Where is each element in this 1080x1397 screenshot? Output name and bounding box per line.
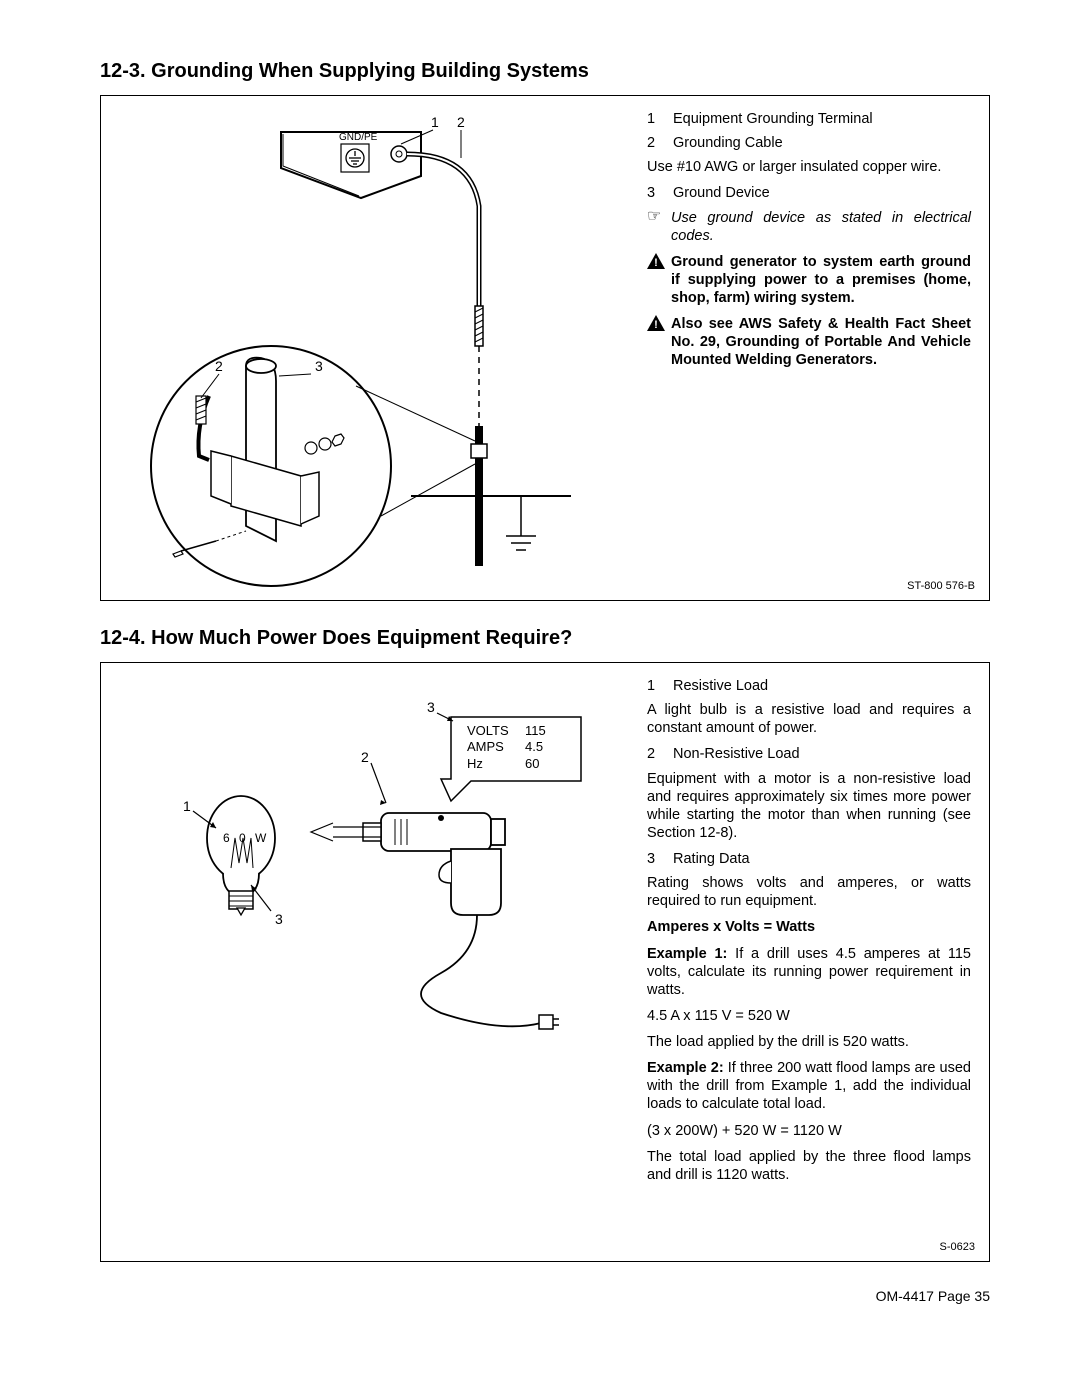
- panel-12-3: GND/PE 1 2 2 3 1 Equipment Grounding Ter…: [100, 95, 990, 601]
- info-note: ☞ Use ground device as stated in electri…: [647, 209, 971, 245]
- formula: Amperes x Volts = Watts: [647, 918, 971, 936]
- resistive-desc: A light bulb is a resistive load and req…: [647, 701, 971, 737]
- gnd-pe-label: GND/PE: [339, 132, 371, 143]
- bulb-wattage: 6 0 W: [223, 831, 269, 845]
- warning-icon: !: [647, 253, 671, 269]
- panel-12-4: 1 3 2 3 6 0 W VOLTS115 AMPS4.5 Hz60 1 Re…: [100, 662, 990, 1262]
- hand-point-icon: ☞: [647, 209, 671, 225]
- example-2-result: The total load applied by the three floo…: [647, 1148, 971, 1184]
- figure-code-2: S-0623: [940, 1241, 975, 1253]
- section-12-4-title: 12-4. How Much Power Does Equipment Requ…: [100, 627, 990, 650]
- nonresistive-desc: Equipment with a motor is a non-resistiv…: [647, 770, 971, 843]
- grounding-diagram-svg: [101, 96, 641, 602]
- legend-item: 1 Equipment Grounding Terminal: [647, 110, 971, 128]
- callout-2: 2: [457, 114, 465, 130]
- svg-text:!: !: [654, 257, 658, 269]
- callout-p2: 2: [361, 749, 369, 765]
- callout-1: 1: [431, 114, 439, 130]
- section-12-3-title: 12-3. Grounding When Supplying Building …: [100, 60, 990, 83]
- legend-item: 3 Rating Data: [647, 850, 971, 868]
- legend-item: 1 Resistive Load: [647, 677, 971, 695]
- example-1-calc: 4.5 A x 115 V = 520 W: [647, 1007, 971, 1025]
- rating-data-box: VOLTS115 AMPS4.5 Hz60: [467, 723, 577, 772]
- warning-icon: !: [647, 315, 671, 331]
- example-1-result: The load applied by the drill is 520 wat…: [647, 1033, 971, 1051]
- wire-note: Use #10 AWG or larger insulated copper w…: [647, 158, 971, 176]
- text-12-4: 1 Resistive Load A light bulb is a resis…: [641, 663, 989, 1261]
- text-12-3: 1 Equipment Grounding Terminal 2 Groundi…: [641, 96, 989, 600]
- example-2: Example 2: If three 200 watt flood lamps…: [647, 1059, 971, 1113]
- callout-p3b: 3: [427, 699, 435, 715]
- callout-3: 3: [315, 358, 323, 374]
- diagram-12-4: 1 3 2 3 6 0 W VOLTS115 AMPS4.5 Hz60: [101, 663, 641, 1261]
- warning-2: ! Also see AWS Safety & Health Fact Shee…: [647, 315, 971, 369]
- legend-item: 3 Ground Device: [647, 184, 971, 202]
- rating-desc: Rating shows volts and amperes, or watts…: [647, 874, 971, 910]
- legend-item: 2 Non-Resistive Load: [647, 745, 971, 763]
- callout-p3a: 3: [275, 911, 283, 927]
- callout-2b: 2: [215, 358, 223, 374]
- example-2-calc: (3 x 200W) + 520 W = 1120 W: [647, 1122, 971, 1140]
- page-footer: OM-4417 Page 35: [100, 1288, 990, 1304]
- legend-item: 2 Grounding Cable: [647, 134, 971, 152]
- callout-p1: 1: [183, 798, 191, 814]
- warning-1: ! Ground generator to system earth groun…: [647, 253, 971, 307]
- diagram-12-3: GND/PE 1 2 2 3: [101, 96, 641, 600]
- svg-text:!: !: [654, 319, 658, 331]
- example-1: Example 1: If a drill uses 4.5 amperes a…: [647, 945, 971, 999]
- figure-code-1: ST-800 576-B: [907, 580, 975, 592]
